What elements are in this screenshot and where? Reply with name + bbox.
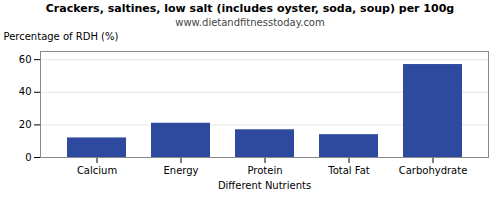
svg-text:Different Nutrients: Different Nutrients: [218, 180, 311, 191]
svg-text:20: 20: [19, 119, 32, 130]
svg-text:0: 0: [25, 152, 31, 163]
svg-text:Energy: Energy: [163, 165, 198, 176]
svg-text:60: 60: [19, 54, 32, 65]
svg-text:Total Fat: Total Fat: [327, 165, 369, 176]
html-text:Crackers, saltines, low salt (: Crackers, saltines, low salt (includes o…: [45, 2, 455, 15]
svg-text:Percentage of RDH (%): Percentage of RDH (%): [4, 31, 119, 42]
svg-text:40: 40: [19, 86, 32, 97]
svg-text:Carbohydrate: Carbohydrate: [399, 165, 468, 176]
html-text:www.dietandfitnesstoday.com: www.dietandfitnesstoday.com: [175, 17, 325, 28]
svg-text:Calcium: Calcium: [77, 165, 117, 176]
svg-text:Protein: Protein: [247, 165, 282, 176]
